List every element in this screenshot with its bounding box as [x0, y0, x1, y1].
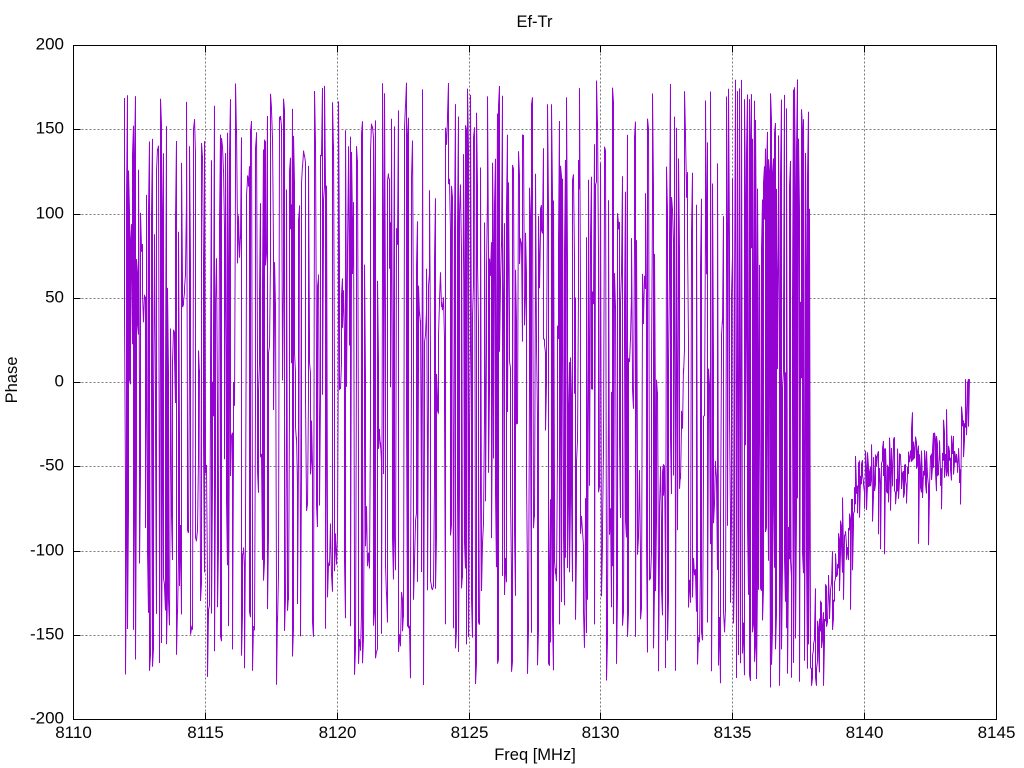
svg-text:-150: -150 [30, 625, 64, 644]
svg-text:8125: 8125 [451, 723, 489, 742]
svg-text:-100: -100 [30, 541, 64, 560]
svg-text:8140: 8140 [846, 723, 884, 742]
svg-text:200: 200 [36, 35, 64, 54]
svg-text:Freq [MHz]: Freq [MHz] [494, 746, 576, 764]
svg-text:150: 150 [36, 119, 64, 138]
svg-text:-200: -200 [30, 709, 64, 728]
svg-text:8130: 8130 [582, 723, 620, 742]
svg-text:Phase: Phase [3, 357, 21, 404]
svg-text:-50: -50 [39, 456, 64, 475]
svg-text:50: 50 [45, 288, 64, 307]
svg-text:8120: 8120 [319, 723, 357, 742]
svg-text:8135: 8135 [714, 723, 752, 742]
svg-text:0: 0 [55, 372, 64, 391]
svg-text:8115: 8115 [187, 723, 224, 742]
svg-text:100: 100 [36, 204, 64, 223]
svg-text:8145: 8145 [978, 723, 1016, 742]
svg-text:8110: 8110 [55, 723, 92, 742]
svg-text:Ef-Tr: Ef-Tr [516, 13, 553, 31]
